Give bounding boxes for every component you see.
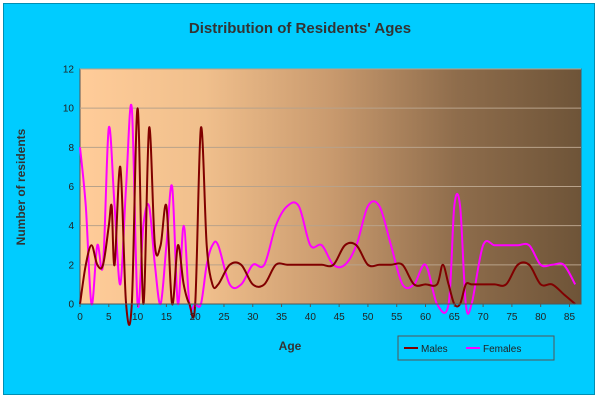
x-tick-label: 70	[478, 312, 490, 323]
y-tick-label: 0	[68, 300, 74, 311]
x-tick-label: 35	[276, 312, 288, 323]
x-tick-label: 20	[190, 312, 202, 323]
x-tick-label: 10	[132, 312, 144, 323]
y-tick-label: 6	[68, 182, 74, 193]
y-tick-label: 4	[68, 221, 74, 232]
x-tick-label: 75	[506, 312, 518, 323]
chart-title: Distribution of Residents' Ages	[189, 20, 411, 37]
x-axis-label: Age	[279, 339, 302, 353]
x-tick-label: 65	[449, 312, 461, 323]
legend: Males Females	[397, 335, 555, 361]
legend-label-males: Males	[421, 344, 448, 355]
series-lines	[79, 103, 577, 326]
axes	[79, 303, 581, 307]
legend-label-females: Females	[483, 344, 521, 355]
x-tick-label: 0	[77, 312, 83, 323]
y-axis-label: Number of residents	[14, 128, 28, 245]
x-tick-label: 60	[420, 312, 432, 323]
y-tick-label: 8	[68, 143, 74, 154]
x-tick-label: 80	[535, 312, 547, 323]
series-line-females	[79, 103, 577, 315]
series-line-males	[79, 107, 576, 326]
x-tick-label: 30	[247, 312, 259, 323]
x-tick-label: 85	[564, 312, 576, 323]
y-tick-label: 2	[68, 260, 74, 271]
x-tick-label: 15	[161, 312, 173, 323]
y-tick-labels: 0 2 4 6 8 10 12	[63, 65, 75, 311]
y-tick-label: 12	[63, 65, 75, 76]
x-tick-label: 45	[334, 312, 346, 323]
x-tick-label: 40	[305, 312, 317, 323]
x-tick-label: 5	[106, 312, 112, 323]
x-tick-labels: 0 5 10 15 20 25 30 35 40 45 50 55 60 65 70 75 80 85	[77, 312, 575, 323]
x-tick-label: 25	[218, 312, 230, 323]
y-tick-label: 10	[63, 104, 75, 115]
x-tick-label: 50	[362, 312, 374, 323]
x-tick-label: 55	[391, 312, 403, 323]
